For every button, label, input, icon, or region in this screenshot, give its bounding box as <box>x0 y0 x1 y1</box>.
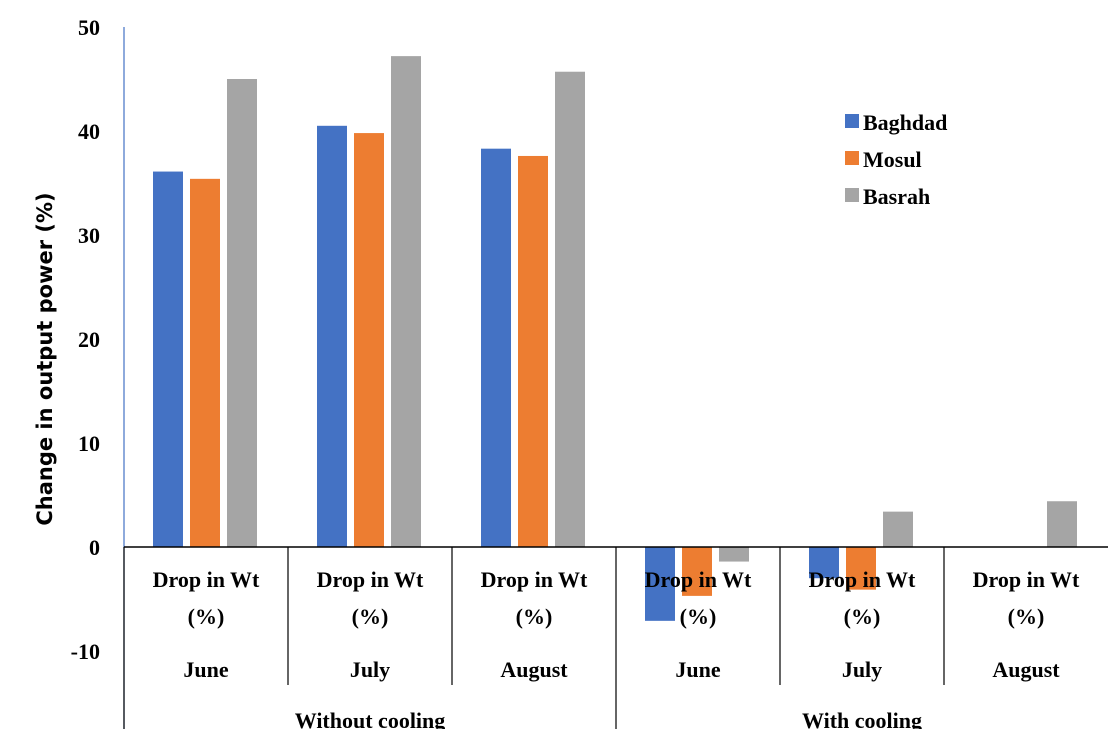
y-tick-label: 20 <box>78 327 100 352</box>
category-label-unit: (%) <box>352 604 389 629</box>
category-label: Drop in Wt <box>809 567 916 592</box>
y-tick-label: 0 <box>89 535 100 560</box>
legend-label-mosul: Mosul <box>863 147 922 172</box>
month-label: August <box>500 657 568 682</box>
category-label: Drop in Wt <box>153 567 260 592</box>
category-label-unit: (%) <box>188 604 225 629</box>
group-label: With cooling <box>802 708 922 729</box>
month-label: August <box>992 657 1060 682</box>
category-label-unit: (%) <box>844 604 881 629</box>
bar-baghdad-4 <box>809 547 839 579</box>
bar-basrah-0 <box>227 79 257 547</box>
category-label: Drop in Wt <box>317 567 424 592</box>
bar-basrah-4 <box>883 511 913 547</box>
category-label-unit: (%) <box>516 604 553 629</box>
category-label-unit: (%) <box>1008 604 1045 629</box>
bar-basrah-2 <box>555 71 585 547</box>
legend-label-basrah: Basrah <box>863 184 930 209</box>
bar-mosul-1 <box>354 133 384 547</box>
y-tick-label: 40 <box>78 119 100 144</box>
month-label: July <box>350 657 390 682</box>
bar-baghdad-1 <box>317 125 347 548</box>
bar-baghdad-2 <box>481 148 511 547</box>
y-tick-label: 30 <box>78 223 100 248</box>
group-label: Without cooling <box>295 708 446 729</box>
bar-basrah-1 <box>391 56 421 548</box>
category-label-unit: (%) <box>680 604 717 629</box>
legend-label-baghdad: Baghdad <box>863 110 947 135</box>
y-axis-label: Change in output power (%) <box>33 192 57 525</box>
month-label: June <box>183 657 228 682</box>
month-label: June <box>675 657 720 682</box>
bar-basrah-3 <box>719 547 749 562</box>
y-tick-label: 10 <box>78 431 100 456</box>
bar-basrah-5 <box>1047 501 1077 547</box>
category-label: Drop in Wt <box>481 567 588 592</box>
month-label: July <box>842 657 882 682</box>
bar-baghdad-3 <box>645 547 675 621</box>
bar-mosul-0 <box>190 178 220 547</box>
bar-mosul-2 <box>518 155 548 547</box>
legend-swatch-mosul <box>845 151 859 165</box>
category-label: Drop in Wt <box>645 567 752 592</box>
bar-mosul-4 <box>846 547 876 590</box>
bar-mosul-3 <box>682 547 712 596</box>
category-label: Drop in Wt <box>973 567 1080 592</box>
y-tick-label: 50 <box>78 15 100 40</box>
y-tick-label: -10 <box>71 639 100 664</box>
legend-swatch-baghdad <box>845 114 859 128</box>
bar-baghdad-0 <box>153 171 183 547</box>
legend-swatch-basrah <box>845 188 859 202</box>
